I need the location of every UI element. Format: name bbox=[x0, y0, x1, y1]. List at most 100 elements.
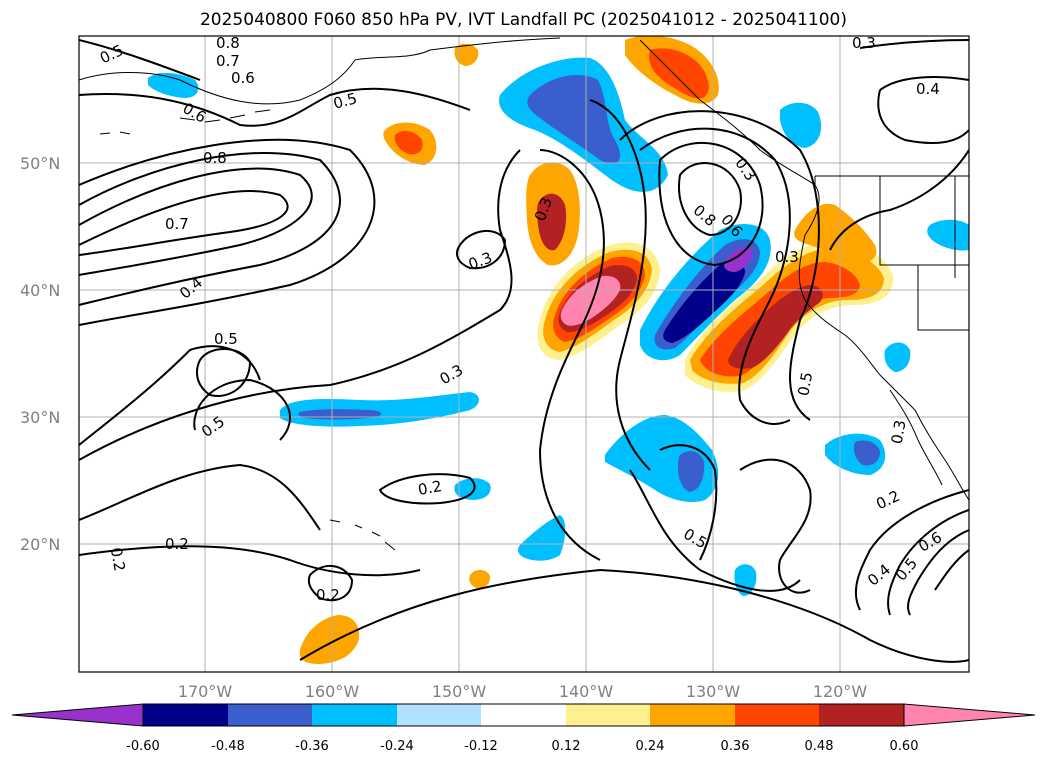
contour-label: 0.8 bbox=[216, 34, 240, 52]
negative-anomaly-center-peak bbox=[724, 247, 753, 272]
contour-label: 0.5 bbox=[794, 371, 816, 398]
positive-anomaly-145w-core bbox=[537, 193, 567, 251]
negative-anomaly-small-20n bbox=[517, 515, 566, 561]
positive-anomaly-south-small bbox=[469, 569, 491, 589]
hawaii-islands bbox=[329, 519, 396, 551]
contour-mid-0.2-loop bbox=[378, 473, 476, 505]
colorbar-segment bbox=[819, 704, 904, 726]
positive-anomaly-small-top bbox=[454, 43, 479, 66]
contour-south-0.2-1 bbox=[79, 463, 321, 531]
contour-ne-0.4 bbox=[877, 76, 969, 144]
contour-label: 0.6 bbox=[231, 69, 255, 87]
negative-anomaly-small-24n bbox=[454, 478, 491, 500]
colorbar-tick: -0.24 bbox=[380, 739, 414, 754]
contour-bottom-arc bbox=[299, 568, 969, 663]
contour-south-arc-1 bbox=[629, 469, 801, 592]
lon-label-130w: 130°W bbox=[686, 682, 741, 701]
lat-label-40n: 40°N bbox=[20, 281, 60, 300]
contour-sw-gradient-2 bbox=[887, 509, 969, 616]
lat-label-30n: 30°N bbox=[20, 408, 60, 427]
contour-east-0.3 bbox=[829, 149, 969, 251]
contour-main-trough-2 bbox=[589, 99, 651, 471]
contour-label: 0.3 bbox=[888, 419, 910, 446]
colorbar-segment bbox=[397, 704, 481, 726]
negative-anomaly-small-42n bbox=[927, 219, 969, 251]
contour-north-high bbox=[79, 87, 471, 127]
positive-anomaly-north-coast-core bbox=[649, 48, 709, 99]
state-borders bbox=[879, 176, 969, 331]
west-us-coastline bbox=[798, 234, 969, 501]
contour-high-loop-outer bbox=[658, 141, 764, 267]
colorbar-segment bbox=[735, 704, 819, 726]
negative-anomaly-gulf-alaska-core bbox=[527, 75, 620, 164]
contour-label: 0.5 bbox=[331, 89, 359, 113]
colorbar-tick: 0.48 bbox=[805, 739, 834, 754]
coastlines bbox=[79, 37, 969, 551]
contour-label: 0.3 bbox=[775, 248, 799, 266]
colorbar-frame bbox=[142, 703, 905, 727]
lon-label-140w: 140°W bbox=[559, 682, 614, 701]
colorbar-left-extension bbox=[11, 703, 144, 727]
negative-anomaly-27n-120w-core bbox=[853, 440, 880, 466]
contour-west-lobe-0.5b bbox=[193, 378, 291, 441]
colorbar-tick: -0.60 bbox=[126, 739, 160, 754]
contour-label: 0.2 bbox=[165, 535, 189, 553]
colorbar-tick: 0.36 bbox=[721, 739, 750, 754]
lon-label-150w: 150°W bbox=[432, 682, 487, 701]
contour-label: 0.2 bbox=[316, 586, 340, 604]
contour-ridge-1 bbox=[639, 127, 791, 425]
colorbar-segment bbox=[312, 704, 397, 726]
contour-label: 0.2 bbox=[107, 546, 129, 573]
colorbar-tick: 0.12 bbox=[552, 739, 581, 754]
pv-shading bbox=[148, 36, 969, 664]
contour-label: 0.7 bbox=[165, 215, 189, 233]
colorbar-tick: -0.48 bbox=[211, 739, 245, 754]
negative-anomaly-small-57n bbox=[148, 72, 199, 98]
contour-central-0.3 bbox=[79, 149, 521, 461]
contour-sw-gradient-4 bbox=[934, 549, 969, 591]
lat-label-50n: 50°N bbox=[20, 154, 60, 173]
latitude-labels: 50°N 40°N 30°N 20°N bbox=[20, 154, 60, 554]
contour-far-west bbox=[79, 345, 261, 446]
colorbar-tick: 0.60 bbox=[890, 739, 919, 754]
colorbar-segment bbox=[481, 704, 566, 726]
contour-label: 0.4 bbox=[916, 80, 940, 98]
contour-ne-0.3 bbox=[859, 39, 969, 49]
negative-anomaly-28n-132w-core bbox=[678, 450, 705, 492]
contour-main-trough-1 bbox=[538, 149, 605, 561]
map-frame bbox=[78, 35, 970, 673]
contour-label: 0.8 bbox=[203, 149, 227, 167]
bc-coastline bbox=[639, 39, 820, 236]
map-title: 2025040800 F060 850 hPa PV, IVT Landfall… bbox=[199, 10, 847, 30]
negative-anomaly-small-35n bbox=[884, 342, 911, 372]
baja-peninsula bbox=[889, 389, 943, 486]
contour-high-loop-0.8 bbox=[678, 162, 742, 237]
contour-west-trough-3 bbox=[79, 151, 341, 306]
contour-label: 0.7 bbox=[216, 52, 240, 70]
colorbar-tick: -0.12 bbox=[464, 739, 498, 754]
contour-west-lobe-0.5 bbox=[196, 348, 252, 397]
colorbar: -0.60 -0.48 -0.36 -0.24 -0.12 0.12 0.24 … bbox=[11, 703, 1036, 754]
colorbar-segment bbox=[143, 704, 228, 726]
contour-label: 0.3 bbox=[852, 34, 876, 52]
contour-south-0.2-loop bbox=[307, 565, 354, 602]
contour-lobe-0.3-loop bbox=[456, 230, 507, 270]
contour-label: 0.2 bbox=[417, 477, 444, 499]
map-area bbox=[79, 36, 969, 672]
contour-south-0.2-2 bbox=[79, 545, 421, 577]
lon-label-120w: 120°W bbox=[813, 682, 868, 701]
negative-anomaly-center-core bbox=[663, 261, 745, 343]
contour-west-trough-1 bbox=[79, 167, 313, 276]
positive-anomaly-154w-core bbox=[394, 130, 423, 155]
longitude-labels: 170°W 160°W 150°W 140°W 130°W 120°W bbox=[178, 682, 868, 701]
contour-sw-gradient-1 bbox=[854, 489, 969, 611]
positive-anomaly-west-peak bbox=[560, 275, 621, 326]
contour-sw-gradient-3 bbox=[907, 529, 969, 616]
lat-label-20n: 20°N bbox=[20, 535, 60, 554]
colorbar-tick: 0.24 bbox=[636, 739, 665, 754]
colorbar-segment bbox=[228, 704, 312, 726]
colorbar-right-extension bbox=[903, 703, 1036, 727]
contour-west-trough-4 bbox=[79, 138, 376, 326]
lon-label-170w: 170°W bbox=[178, 682, 233, 701]
